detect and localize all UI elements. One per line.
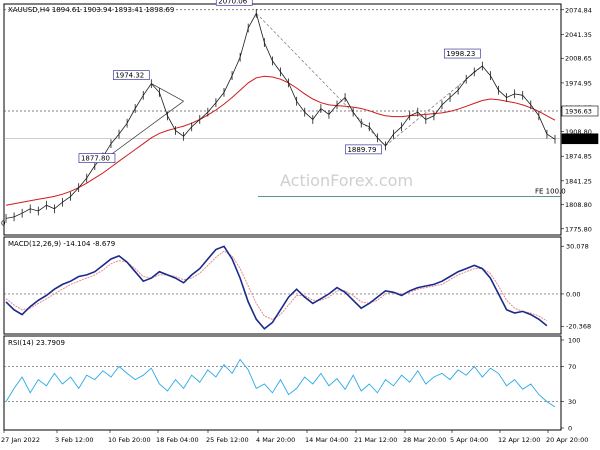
- x-tick-label: 4 Mar 20:00: [256, 436, 295, 444]
- trend-line-1: [151, 83, 184, 102]
- price-y-tick-label: 1974.95: [565, 79, 592, 87]
- price-annotation-label: 2070.06: [218, 0, 247, 5]
- macd-layer: [4, 245, 561, 330]
- x-tick-label: 12 Apr 12:00: [498, 436, 540, 444]
- price-y-tick-label: 1841.25: [565, 177, 592, 185]
- price-annotation-box: [112, 70, 150, 80]
- price-y-tick-label: 1808.80: [565, 201, 592, 209]
- x-tick-label: 10 Feb 20:00: [108, 436, 151, 444]
- price-y-tick-label: 1775.80: [565, 225, 592, 233]
- fibo-up-line: [385, 65, 483, 147]
- watermark: ActionForex.com: [280, 171, 413, 190]
- rsi-line: [5, 358, 556, 408]
- macd-y-tick-label: 0.00: [566, 290, 580, 298]
- price-y-tick-label: 1908.80: [565, 128, 592, 136]
- price-tag-box: [561, 133, 599, 145]
- macd-panel-frame: [3, 236, 562, 335]
- trend-line-2: [110, 100, 184, 155]
- price-tag-label: 1898.69: [565, 135, 592, 143]
- price-annotation-label: 1974.32: [115, 72, 144, 80]
- rsi-y-tick-label: 0: [568, 425, 572, 433]
- x-tick-label: 27 Jan 2022: [1, 436, 40, 444]
- price-annotation-box: [443, 48, 481, 59]
- price-y-tick-label: 2008.65: [565, 55, 592, 63]
- symbol-header: XAUUSD,H4 1894.61 1903.94 1893.41 1898.6…: [8, 6, 174, 14]
- macd-line: [5, 245, 548, 330]
- ma-line: [5, 75, 556, 206]
- macd-header: MACD(12,26,9) -14.104 -8.679: [8, 240, 115, 248]
- rsi-y-tick-label: 70: [568, 363, 576, 371]
- x-tick-label: 28 Mar 20:00: [403, 436, 446, 444]
- price-tag-label: 1936.63: [565, 107, 592, 115]
- left-cut-label: 0: [1, 220, 5, 228]
- axis-layer: 2074.842041.352008.651974.951941.251908.…: [1, 6, 599, 444]
- x-tick-label: 21 Mar 12:00: [354, 436, 397, 444]
- x-tick-label: 18 Feb 04:00: [156, 436, 199, 444]
- price-annotation-label: 1877.80: [81, 155, 110, 163]
- price-layer: FE 100.0 2070.06 1974.32 1877.80 1889.79 1998…: [1, 0, 566, 228]
- x-tick-label: 20 Apr 20:00: [546, 436, 588, 444]
- x-tick-label: 25 Feb 12:00: [206, 436, 249, 444]
- price-y-tick-label: 2041.35: [565, 31, 592, 39]
- rsi-y-tick-label: 30: [568, 398, 576, 406]
- price-annotation-label: 1998.23: [446, 50, 475, 58]
- price-y-tick-label: 1874.85: [565, 153, 592, 161]
- macd-y-tick-label: -20.368: [566, 323, 591, 331]
- macd-y-tick-label: 30.078: [566, 243, 589, 251]
- price-annotation-box: [345, 144, 382, 155]
- x-tick-label: 5 Apr 04:00: [450, 436, 488, 444]
- rsi-layer: [4, 358, 561, 408]
- price-annotation-label: 1889.79: [347, 146, 376, 154]
- price-annotation-box: [78, 153, 116, 163]
- fe-100-label: FE 100.0: [535, 187, 566, 195]
- price-tag-box: [561, 105, 599, 117]
- rsi-header: RSI(14) 23.7909: [8, 339, 65, 347]
- rsi-y-tick-label: 100: [568, 337, 580, 345]
- price-panel-frame: [3, 3, 562, 236]
- price-annotation-box: [215, 0, 253, 6]
- fibo-down-line: [256, 13, 386, 147]
- price-y-tick-label: 2074.84: [565, 6, 592, 14]
- x-tick-label: 14 Mar 04:00: [305, 436, 348, 444]
- x-tick-label: 3 Feb 12:00: [55, 436, 94, 444]
